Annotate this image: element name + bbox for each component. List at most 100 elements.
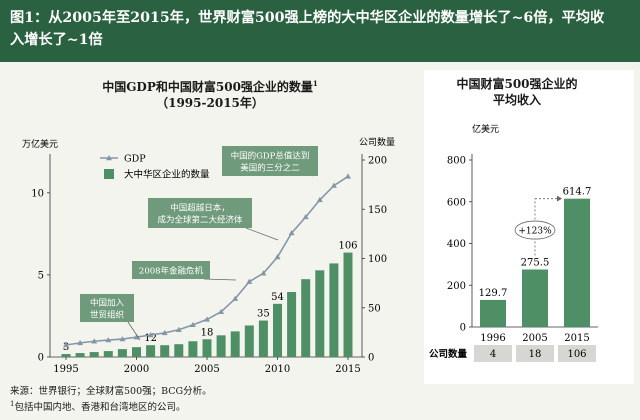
footnote-block: 来源：世界银行；全球财富500强；BCG分析。 1包括中国内地、香港和台湾地区的…: [10, 385, 212, 414]
title-line-1: 图1：从2005年至2015年，世界财富500强上榜的大中华区企业的数量增长了~…: [10, 10, 605, 26]
annotation-box-japan: [148, 198, 252, 228]
gdp-point: [119, 336, 126, 342]
annotation-box-us: [222, 146, 318, 176]
company-count-bar: [160, 345, 170, 357]
gdp-point: [77, 339, 84, 346]
annotation-text-japan: 成为全球第二大经济体: [157, 215, 243, 226]
right-axis-label: 公司数量: [359, 136, 395, 148]
gdp-point: [63, 342, 69, 348]
annotation-leader-wto: [127, 321, 141, 341]
company-count-bar: [132, 347, 141, 357]
revenue-value-label: 275.5: [521, 257, 550, 268]
right-chart-tick-label: 200: [447, 281, 466, 292]
company-count-bar: [202, 339, 212, 357]
left-tick-label: 5: [38, 270, 44, 281]
annotation-text-us: 中国的GDP总值达到: [231, 151, 310, 162]
bar-value-label: 54: [271, 292, 284, 303]
growth-bubble: [514, 220, 556, 240]
right-y-axis-label: 亿美元: [472, 123, 499, 135]
definition-note: 1包括中国内地、香港和台湾地区的公司。: [10, 400, 186, 414]
company-count-bar: [244, 325, 254, 357]
left-tick-label: 10: [31, 188, 44, 199]
company-count-bar: [61, 354, 71, 357]
company-count-bar: [89, 352, 99, 357]
gdp-point: [91, 338, 98, 344]
legend-bar-swatch: [104, 169, 114, 179]
company-count-bar: [258, 320, 268, 357]
x-tick-label: 2015: [335, 364, 360, 375]
right-tick-label: 0: [368, 353, 374, 364]
gdp-point: [147, 332, 154, 338]
company-count-bar: [188, 341, 198, 357]
revenue-value-label: 129.7: [479, 288, 508, 299]
gdp-point: [246, 278, 253, 284]
annotation-text-japan: 中国超越日本，: [170, 203, 230, 214]
annotation-text-wto: 中国加入: [90, 298, 125, 309]
legend-gdp-marker: [106, 155, 112, 161]
company-count-bar: [343, 252, 353, 357]
company-count-bar: [174, 344, 184, 357]
company-count-bar: [75, 353, 85, 357]
right-tick-label: 100: [368, 254, 387, 265]
company-count-bar: [273, 303, 282, 357]
revenue-category-label: 2005: [522, 333, 547, 344]
company-count-value: 106: [567, 349, 586, 360]
annotation-leader-crisis: [203, 278, 237, 281]
annotation-text-us: 美国的三分之二: [240, 163, 300, 174]
revenue-category-label: 2015: [564, 333, 589, 344]
bar-value-label: 3: [63, 342, 69, 353]
gdp-point: [316, 196, 323, 203]
gdp-point: [133, 334, 140, 340]
right-chart-tick-label: 400: [447, 239, 466, 250]
legend-bar-label: 大中华区企业的数量: [124, 169, 210, 181]
bar-value-label: 106: [338, 241, 357, 252]
bar-value-label: 35: [257, 309, 270, 320]
company-count-bar: [287, 291, 297, 357]
x-tick-label: 1995: [53, 364, 78, 375]
company-count-cell: [474, 345, 512, 362]
left-tick-label: 0: [38, 353, 44, 364]
gdp-point: [204, 316, 210, 322]
gdp-point: [232, 295, 239, 301]
revenue-value-label: 614.7: [563, 187, 592, 198]
gdp-point: [288, 230, 295, 236]
x-tick-label: 2000: [124, 364, 149, 375]
growth-label: +123%: [518, 227, 552, 237]
right-tick-label: 50: [368, 303, 381, 314]
gdp-point: [218, 308, 225, 315]
company-count-bar: [117, 349, 127, 357]
company-count-value: 18: [529, 349, 542, 360]
right-chart-tick-label: 800: [447, 156, 466, 167]
right-chart-title-line-2: 平均收入: [492, 93, 541, 107]
right-tick-label: 150: [368, 205, 387, 216]
annotation-box-wto: [80, 294, 134, 322]
right-chart-title-line-1: 中国财富500强企业的: [456, 77, 578, 91]
gdp-point: [175, 326, 182, 332]
gdp-point: [345, 173, 351, 179]
title-banner: 图1：从2005年至2015年，世界财富500强上榜的大中华区企业的数量增长了~…: [0, 0, 640, 62]
title-footnote-marker: 1: [312, 79, 318, 88]
title-line-2: 入增长了~1倍: [10, 32, 103, 48]
gdp-point: [105, 337, 112, 343]
company-count-bar: [315, 270, 325, 357]
source-note: 来源：世界银行；全球财富500强；BCG分析。: [10, 386, 212, 397]
company-count-bar: [103, 351, 113, 357]
right-chart-title-block: 中国财富500强企业的 平均收入: [432, 76, 602, 108]
right-chart-tick-label: 600: [447, 197, 466, 208]
company-count-bar: [216, 335, 226, 357]
annotation-leader-japan: [245, 227, 279, 241]
company-count-cell: [558, 345, 596, 362]
annotation-box-crisis: [132, 261, 210, 279]
company-count-row-label: 公司数量: [429, 348, 468, 360]
annotation-text-crisis: 2008年金融危机: [139, 266, 204, 277]
growth-arrow-head: [557, 195, 562, 202]
bar-value-label: 12: [144, 333, 157, 344]
company-count-cell: [516, 345, 554, 362]
right-tick-label: 200: [368, 156, 387, 167]
revenue-bar: [522, 269, 548, 327]
gdp-point: [161, 329, 168, 336]
gdp-point: [260, 270, 267, 276]
left-axis-label: 万亿美元: [22, 138, 58, 150]
company-count-value: 4: [490, 349, 496, 360]
revenue-category-label: 1996: [480, 333, 505, 344]
